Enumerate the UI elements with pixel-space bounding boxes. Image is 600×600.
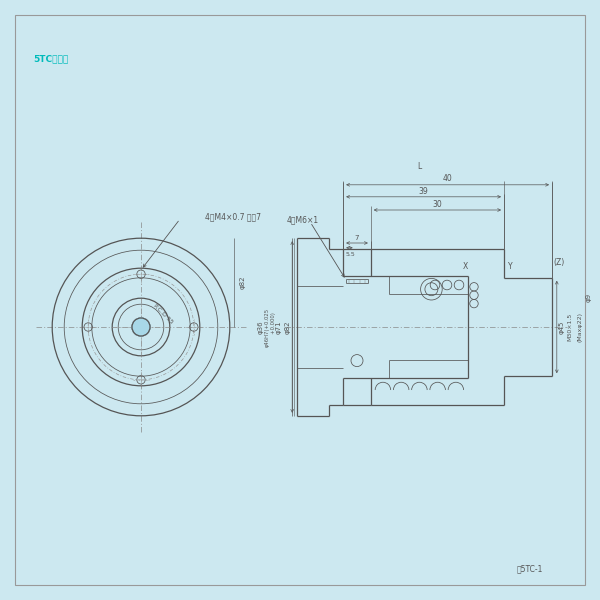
Text: 40: 40	[443, 174, 452, 184]
Text: M30×1.5: M30×1.5	[568, 313, 572, 341]
Text: φ46H7(+0.025
     +0.000): φ46H7(+0.025 +0.000)	[265, 307, 276, 347]
Text: 5.5: 5.5	[346, 252, 355, 257]
Text: (Z): (Z)	[554, 258, 565, 267]
Text: 4－M4×0.7 深サ7: 4－M4×0.7 深サ7	[205, 212, 261, 221]
Text: 7: 7	[355, 235, 359, 241]
Text: X: X	[463, 262, 467, 271]
Text: φ82: φ82	[284, 320, 290, 334]
Text: 図5TC-1: 図5TC-1	[517, 564, 543, 574]
Text: φ36: φ36	[257, 320, 263, 334]
Text: Y: Y	[508, 262, 512, 271]
Text: φ9: φ9	[586, 292, 592, 302]
Text: 4－M6×1: 4－M6×1	[286, 215, 319, 224]
Text: φ82: φ82	[240, 276, 246, 289]
Text: 5TC寸法図: 5TC寸法図	[33, 54, 68, 63]
Text: φ71: φ71	[276, 320, 282, 334]
Text: 30: 30	[433, 200, 442, 209]
Text: P.C.D 55: P.C.D 55	[152, 303, 173, 325]
Circle shape	[132, 318, 150, 336]
Text: φ45: φ45	[559, 320, 565, 334]
Text: L: L	[417, 162, 422, 172]
Text: (Maxφ22): (Maxφ22)	[577, 312, 582, 342]
Text: 39: 39	[419, 187, 428, 196]
